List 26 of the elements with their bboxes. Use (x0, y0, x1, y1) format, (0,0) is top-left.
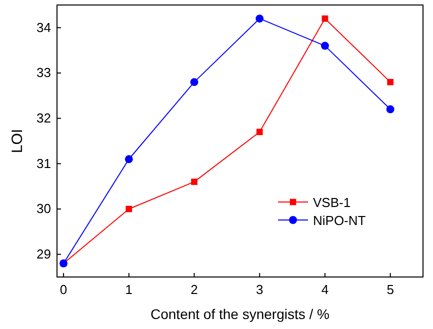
x-tick-label: 2 (190, 282, 198, 298)
legend-label: VSB-1 (313, 195, 351, 210)
point (320, 42, 329, 50)
x-axis-title: Content of the synergists / % (150, 306, 330, 322)
point (256, 128, 263, 136)
y-tick-label: 32 (36, 110, 51, 126)
x-tick-label: 5 (386, 282, 394, 298)
point (124, 155, 133, 164)
point (190, 78, 198, 86)
y-tick-label: 30 (36, 201, 51, 216)
y-axis-title: LOI (9, 128, 26, 154)
y-tick-label: 33 (36, 65, 51, 80)
point (322, 15, 328, 22)
y-tick-label: 29 (36, 246, 51, 262)
point (126, 206, 132, 212)
point (256, 14, 264, 23)
x-tick-label: 4 (321, 282, 329, 298)
x-tick-label: 0 (60, 282, 68, 298)
x-tick-label: 3 (256, 282, 264, 298)
point (191, 178, 198, 185)
y-tick-label: 34 (36, 20, 51, 35)
y-tick-label: 31 (36, 156, 51, 171)
legend-label: NiPO-NT (313, 213, 366, 228)
x-tick-label: 1 (125, 282, 133, 298)
point (387, 78, 394, 86)
point (386, 105, 394, 114)
